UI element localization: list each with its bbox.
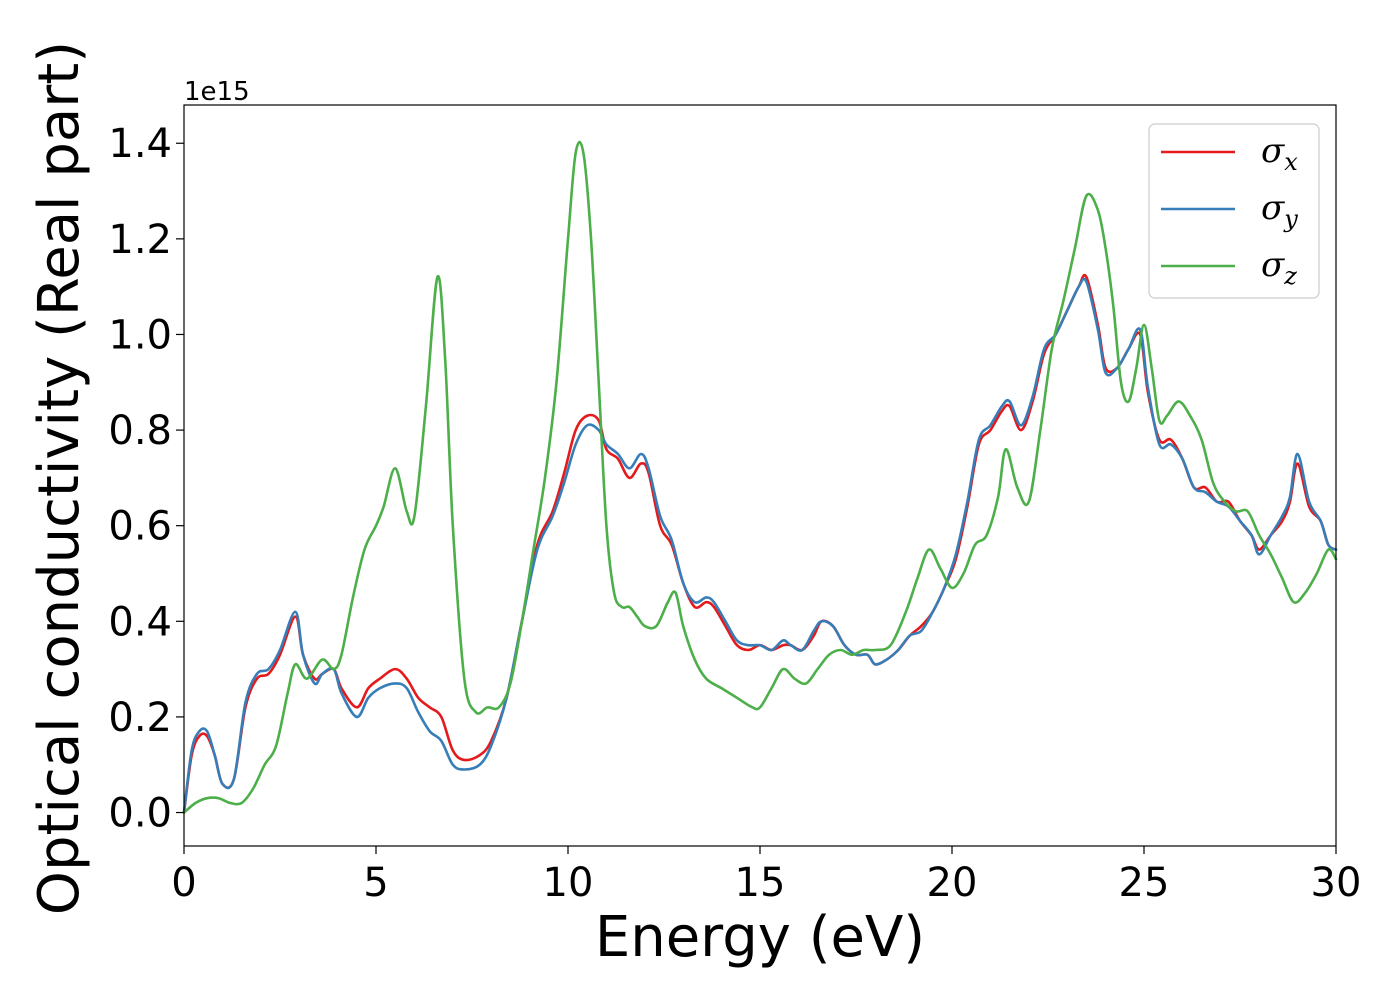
y-tick-label: 0.8 (108, 408, 172, 454)
x-tick-label: 15 (735, 860, 786, 906)
y-axis-title: Optical conductivity (Real part) (27, 41, 92, 915)
y-tick-label: 0.2 (108, 695, 172, 741)
series-line-sigma-y (182, 277, 1338, 814)
x-tick-label: 30 (1311, 860, 1362, 906)
y-tick-label: 0.6 (108, 504, 172, 550)
x-tick-label: 0 (171, 860, 196, 906)
x-tick-label: 5 (363, 860, 388, 906)
y-tick-label: 1.4 (108, 121, 172, 167)
y-tick-label: 0.0 (108, 791, 172, 837)
y-tick-label: 0.4 (108, 599, 172, 645)
y-tick-label: 1.2 (108, 217, 172, 263)
y-tick-label: 1.0 (108, 312, 172, 358)
x-tick-label: 25 (1119, 860, 1170, 906)
y-axis: 0.0 0.2 0.4 0.6 0.8 1.0 1.2 1.4 (108, 121, 184, 837)
legend-box (1148, 123, 1320, 299)
x-tick-label: 20 (927, 860, 978, 906)
series-layer (182, 140, 1338, 814)
x-axis: 0 5 10 15 20 25 30 (171, 846, 1361, 906)
series-line-sigma-z (182, 140, 1338, 814)
x-axis-title: Energy (eV) (595, 905, 925, 970)
x-tick-label: 10 (543, 860, 594, 906)
y-axis-offset-label: 1e15 (184, 77, 250, 107)
